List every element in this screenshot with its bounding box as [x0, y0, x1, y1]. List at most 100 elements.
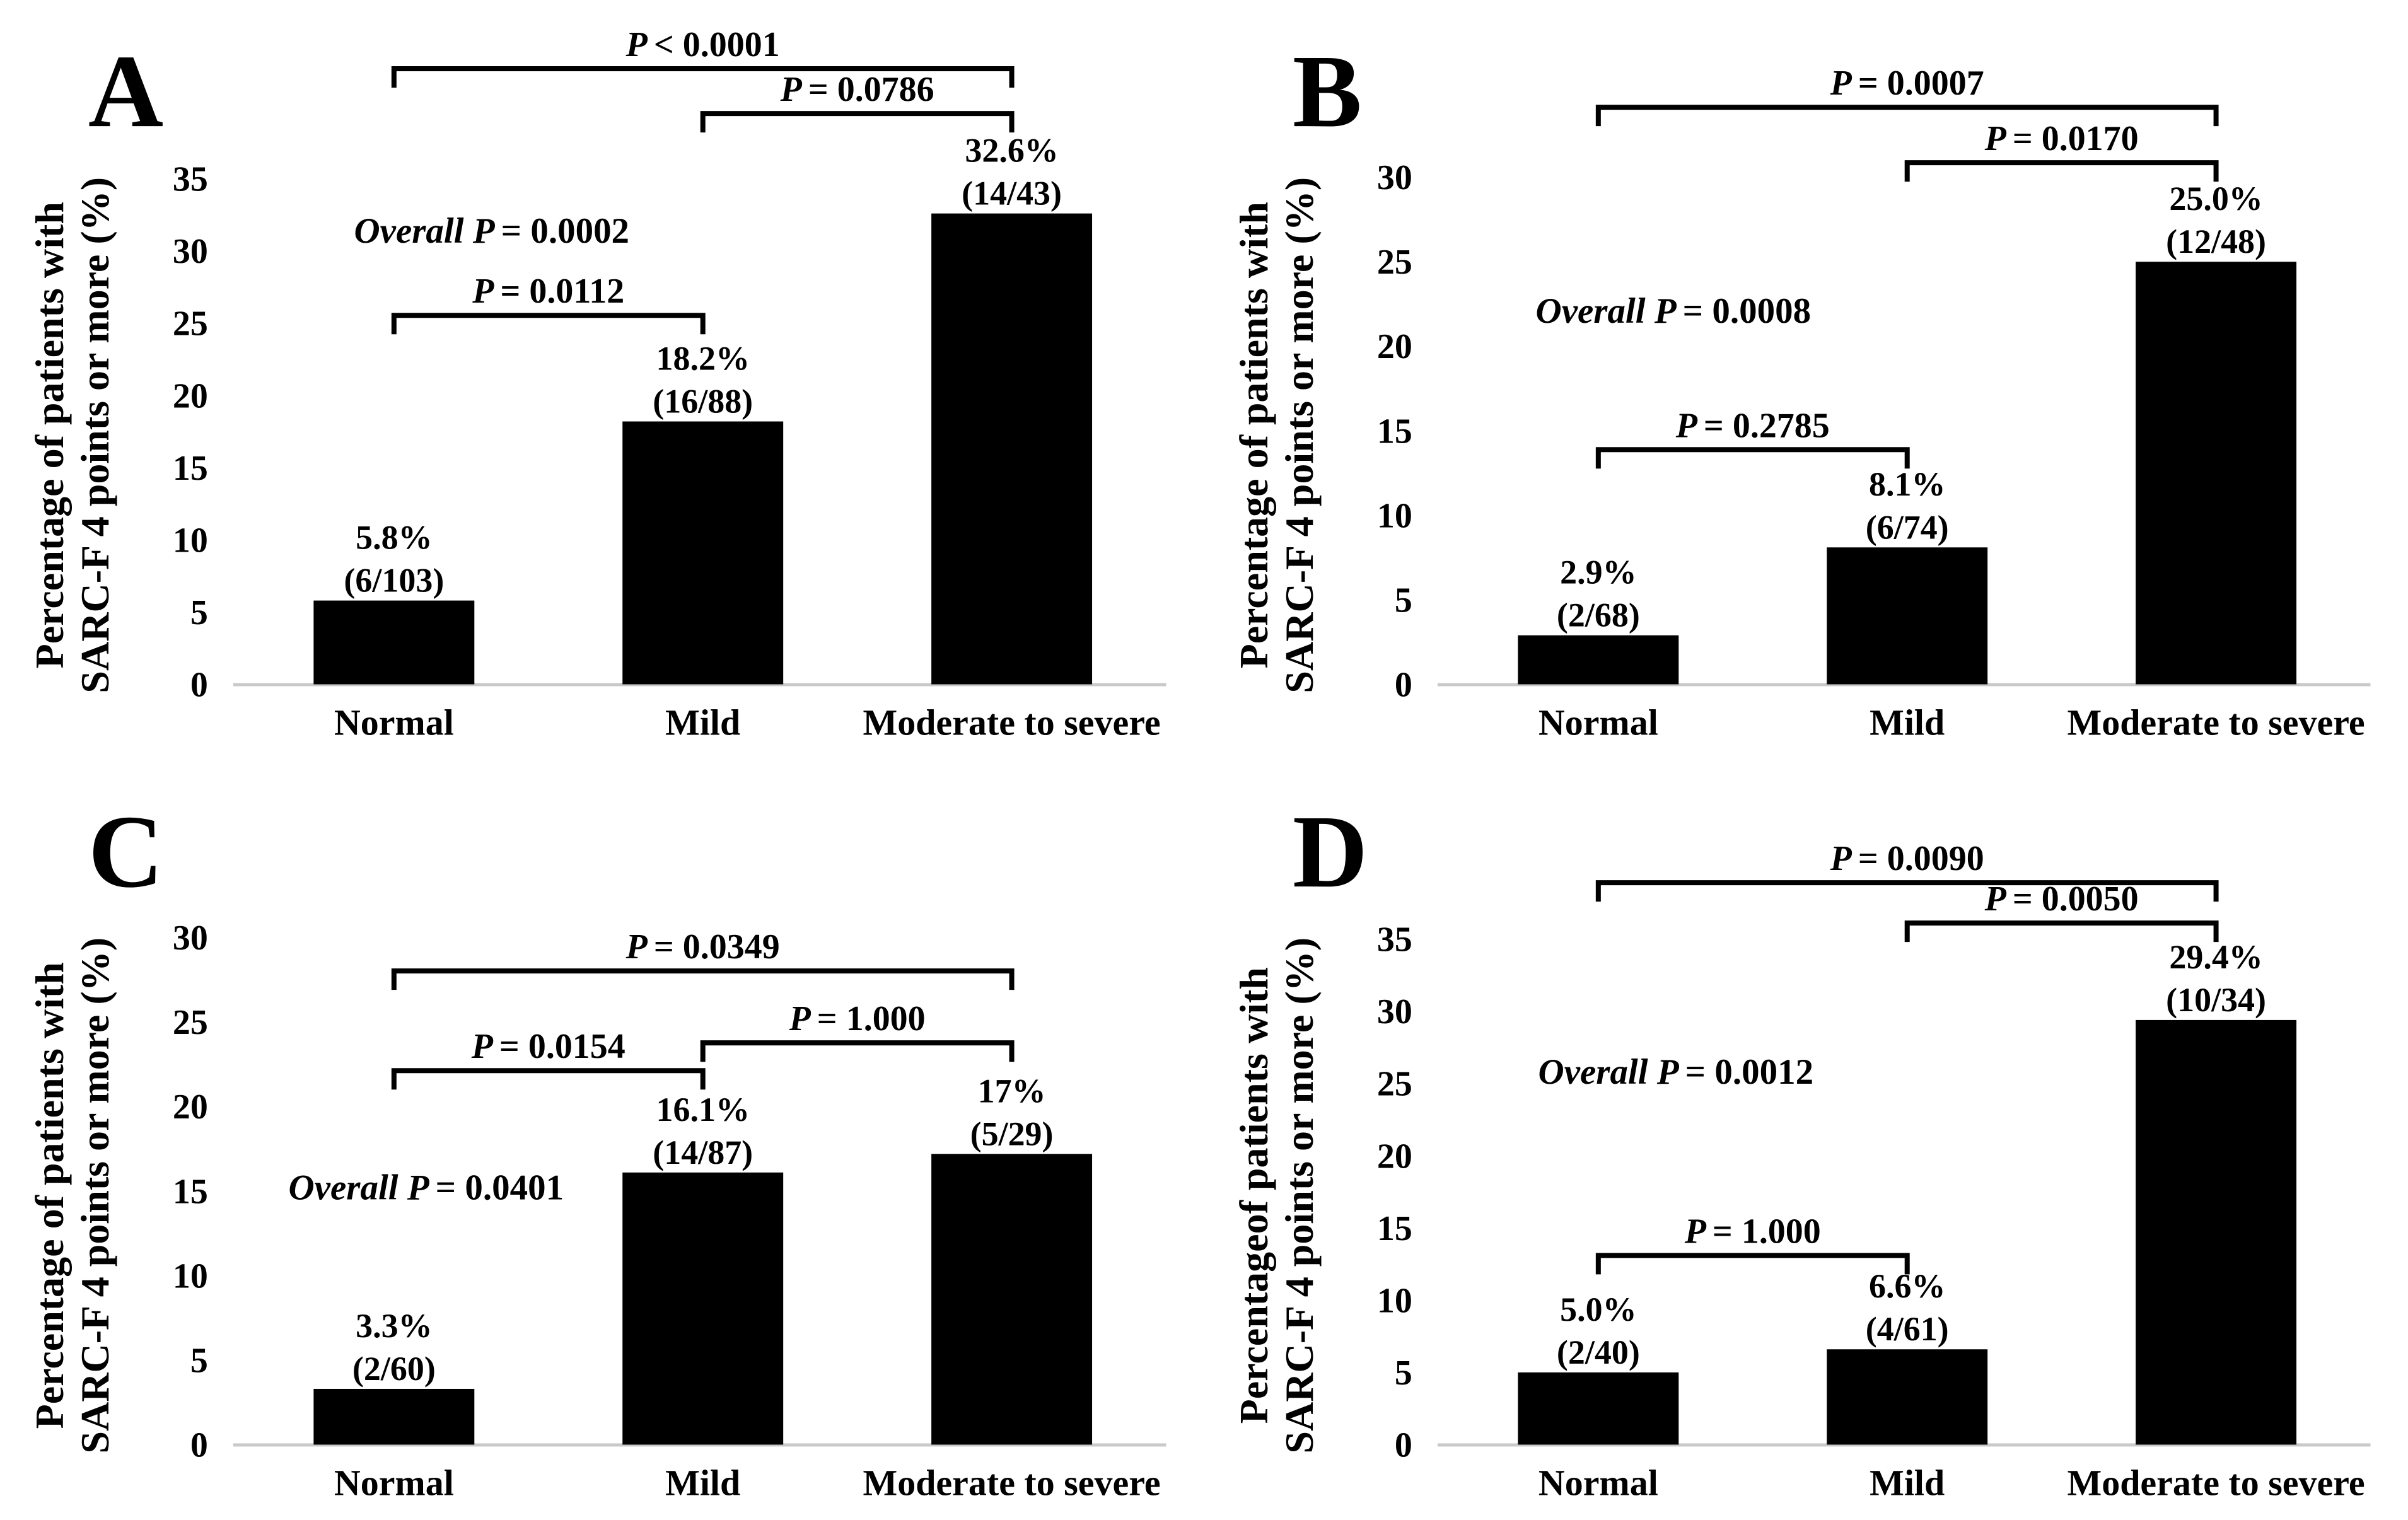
y-tick-label: 0	[1394, 1425, 1412, 1465]
x-category-label: Normal	[1538, 1462, 1658, 1503]
panel-d-chart: D Percentageof patients with SARC-F 4 poin…	[1231, 794, 2371, 1503]
y-tick-label: 30	[173, 232, 208, 271]
bar-count-label: (2/68)	[1556, 596, 1639, 634]
bar	[1826, 1349, 1987, 1444]
panel-letter: B	[1292, 33, 1361, 149]
bar	[313, 600, 475, 685]
p-value-label: P = 0.0112	[472, 272, 624, 311]
p-value-label: P = 0.0090	[1829, 839, 1984, 878]
y-tick-label: 30	[1376, 992, 1412, 1031]
x-category-label: Moderate to severe	[2067, 1462, 2364, 1503]
bar-value-label: 17%	[978, 1072, 1046, 1110]
significance-bracket	[1595, 879, 2219, 902]
bar	[1517, 635, 1678, 685]
panel-a: A Percentage of patients with SARC-F 4 poi…	[0, 0, 1204, 760]
y-axis-label: Percentage of patients with	[27, 962, 72, 1429]
y-axis-label: SARC-F 4 points or more (%)	[73, 937, 117, 1453]
p-value-label: P = 1.000	[789, 999, 926, 1038]
bar-value-label: 5.8%	[356, 519, 432, 557]
x-category-label: Mild	[665, 1462, 740, 1503]
panel-d: D Percentageof patients with SARC-F 4 poin…	[1204, 760, 2408, 1520]
y-tick-label: 20	[1376, 1137, 1412, 1176]
bar-value-label: 3.3%	[356, 1306, 432, 1344]
y-tick-label: 15	[1376, 412, 1412, 451]
p-value-label: P = 1.000	[1684, 1212, 1820, 1251]
bar-count-label: (12/48)	[2166, 223, 2266, 260]
p-value-label: P = 0.0007	[1829, 64, 1984, 103]
overall-p-label: Overall P = 0.0012	[1538, 1052, 1813, 1092]
bar-count-label: (6/103)	[344, 562, 444, 600]
y-tick-label: 5	[190, 1341, 208, 1380]
y-tick-label: 30	[1376, 158, 1412, 197]
x-axis-line	[1437, 1442, 2371, 1446]
bar-count-label: (14/43)	[962, 175, 1062, 212]
bar	[1517, 1372, 1678, 1444]
significance-bracket	[1904, 920, 2219, 942]
y-tick-label: 35	[1376, 920, 1412, 959]
overall-p-label: Overall P = 0.0008	[1535, 291, 1811, 331]
significance-bracket	[1595, 1252, 1910, 1274]
bar-count-label: (2/40)	[1556, 1333, 1639, 1371]
significance-bracket	[1595, 447, 1910, 469]
bar-value-label: 25.0%	[2169, 180, 2262, 218]
significance-bracket	[1595, 105, 2219, 127]
x-category-label: Mild	[1870, 1462, 1945, 1503]
overall-p-label: Overall P = 0.0002	[354, 211, 630, 251]
y-tick-label: 10	[173, 1256, 208, 1296]
significance-bracket	[391, 968, 1015, 990]
panel-b: B Percentage of patients with SARC-F 4 poi…	[1204, 0, 2408, 760]
y-tick-label: 20	[1376, 327, 1412, 366]
bar-count-label: (5/29)	[970, 1115, 1054, 1152]
panel-a-chart: A Percentage of patients with SARC-F 4 poi…	[27, 25, 1166, 743]
y-axis-label: Percentage of patients with	[27, 202, 72, 668]
y-tick-label: 15	[173, 449, 208, 488]
bar-count-label: (16/88)	[653, 382, 753, 420]
p-value-label: P = 0.0349	[625, 927, 780, 966]
p-value-label: P = 0.0050	[1984, 879, 2138, 919]
significance-bracket	[391, 1067, 706, 1089]
panel-c: C Percentage of patients with SARC-F 4 poi…	[0, 760, 1204, 1520]
bar-value-label: 29.4%	[2169, 937, 2262, 975]
x-category-label: Mild	[1870, 702, 1945, 743]
y-axis-label: Percentageof patients with	[1231, 967, 1276, 1424]
x-category-label: Moderate to severe	[2067, 702, 2364, 743]
p-value-label: P = 0.2785	[1675, 406, 1829, 445]
significance-bracket	[700, 111, 1015, 133]
bar-value-label: 16.1%	[656, 1090, 749, 1128]
bar	[931, 1153, 1093, 1444]
x-category-label: Mild	[665, 702, 740, 743]
y-tick-label: 10	[1376, 1281, 1412, 1320]
bar	[2135, 262, 2296, 685]
bar	[931, 213, 1093, 685]
bar-value-label: 8.1%	[1868, 465, 1945, 503]
bar-count-label: (4/61)	[1865, 1310, 1948, 1348]
bar-count-label: (14/87)	[653, 1133, 753, 1171]
y-tick-label: 5	[1394, 1353, 1412, 1392]
y-tick-label: 10	[1376, 496, 1412, 535]
bar-value-label: 5.0%	[1560, 1290, 1636, 1328]
panel-b-chart: B Percentage of patients with SARC-F 4 poi…	[1231, 33, 2371, 743]
y-tick-label: 35	[173, 160, 208, 199]
p-value-label: P = 0.0786	[780, 70, 934, 109]
bar-count-label: (10/34)	[2166, 980, 2266, 1018]
bar	[622, 1172, 784, 1444]
bar	[622, 421, 784, 685]
y-axis-label: SARC-F 4 points or more (%)	[1276, 177, 1321, 693]
bar	[2135, 1019, 2296, 1444]
y-tick-label: 20	[173, 1088, 208, 1127]
y-tick-label: 0	[190, 1425, 208, 1465]
y-tick-label: 25	[173, 305, 208, 344]
y-tick-label: 0	[190, 665, 208, 704]
p-value-label: P < 0.0001	[625, 25, 780, 64]
p-value-label: P = 0.0154	[471, 1027, 625, 1066]
y-tick-label: 20	[173, 376, 208, 415]
y-tick-label: 10	[173, 521, 208, 560]
y-tick-label: 25	[173, 1003, 208, 1042]
panel-letter: A	[88, 33, 163, 149]
x-category-label: Moderate to severe	[863, 1462, 1160, 1503]
bar	[1826, 547, 1987, 685]
y-tick-label: 0	[1394, 665, 1412, 704]
x-category-label: Normal	[1538, 702, 1658, 743]
y-tick-label: 25	[1376, 1064, 1412, 1103]
